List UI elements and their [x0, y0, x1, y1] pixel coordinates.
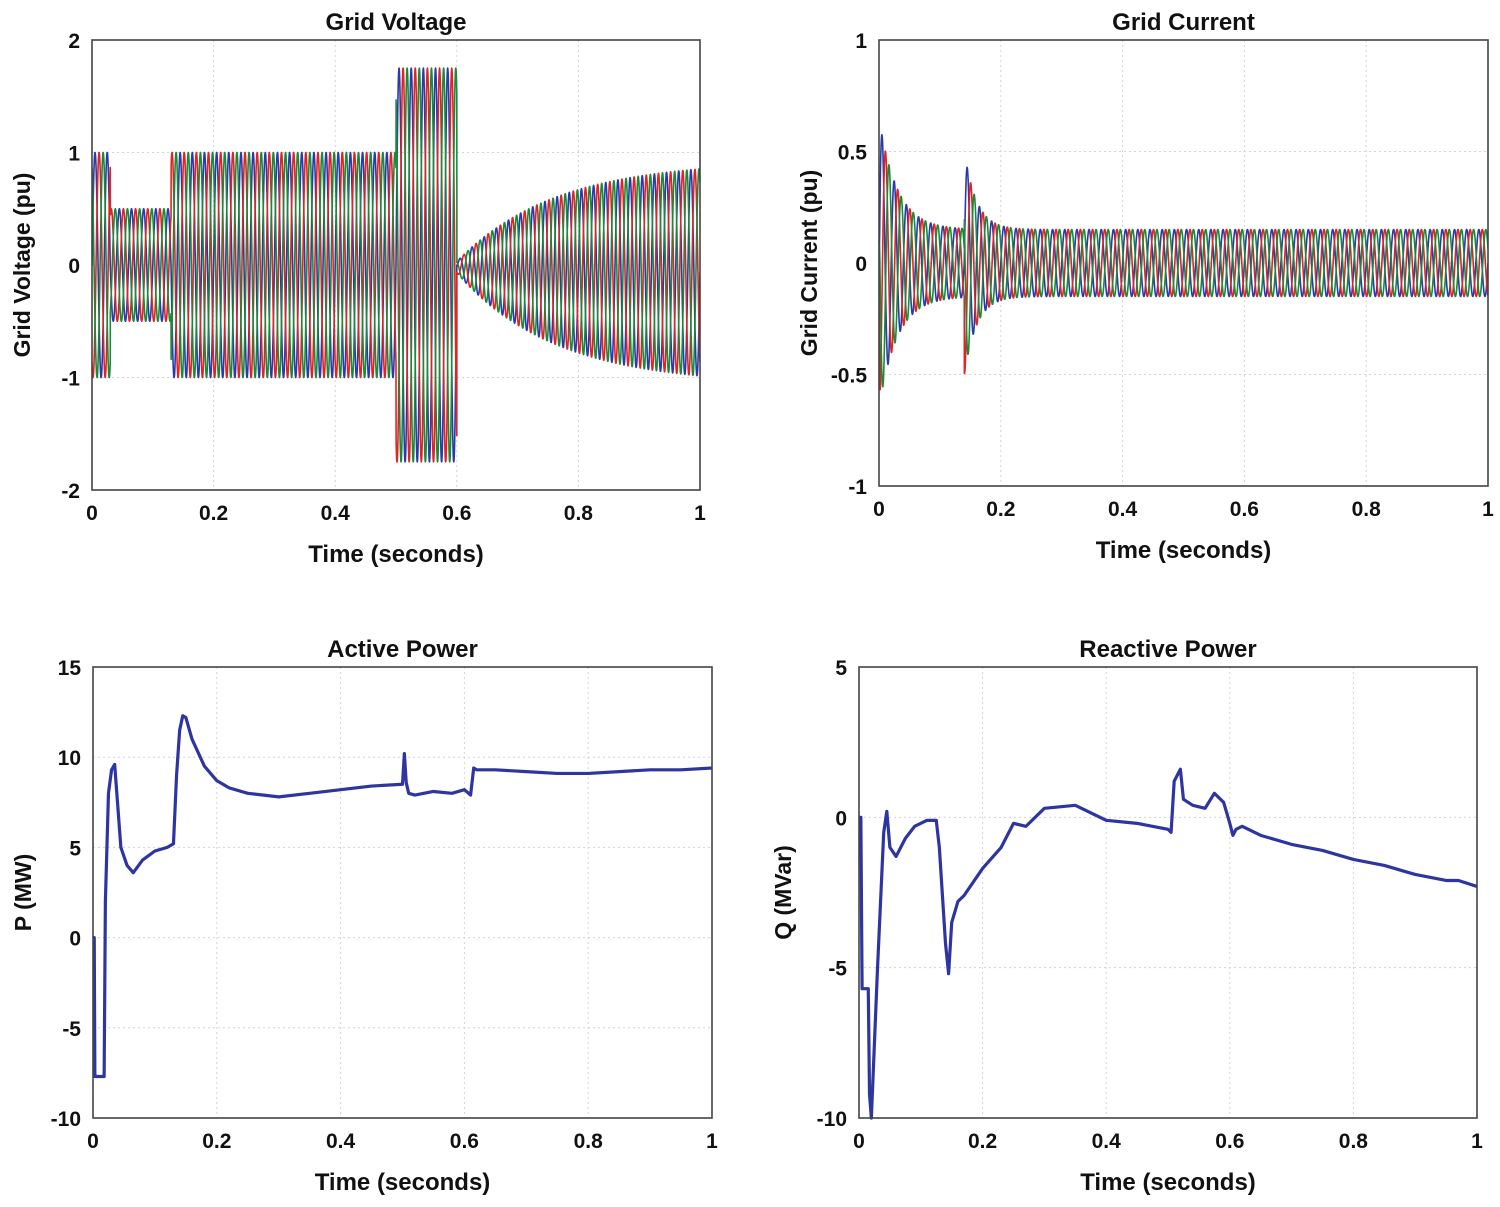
grid-voltage-xtick-label: 0.4: [321, 502, 351, 525]
active-power-title: Active Power: [327, 636, 478, 663]
grid-voltage-xtick-label: 1: [694, 502, 706, 525]
grid-voltage-axes-frame: [91, 39, 701, 491]
reactive-power-xtick-label: 0.6: [1215, 1130, 1244, 1153]
reactive-power-gridlines: [858, 666, 1478, 1119]
grid-voltage-xtick-label: 0.2: [199, 502, 228, 525]
active-power-xtick-label: 0.2: [202, 1130, 231, 1153]
grid-voltage-xticks: 0 0.2 0.4 0.6 0.8 1: [86, 502, 706, 525]
reactive-power-axes-frame: [858, 666, 1478, 1119]
active-power-axes-frame: [92, 666, 713, 1119]
active-power-xtick-label: 0: [87, 1130, 99, 1153]
active-power-ylabel: P (MW): [10, 854, 36, 932]
active-power-ytick-label: 5: [69, 837, 81, 860]
reactive-power-ytick-label: 5: [835, 657, 847, 680]
grid-current-ytick-label: 0: [855, 253, 867, 276]
grid-current-series-line: [879, 164, 1488, 388]
grid-voltage-xtick-label: 0: [86, 502, 98, 525]
active-power-ytick-label: -5: [62, 1018, 81, 1041]
grid-current-series-line: [879, 134, 1488, 366]
grid-current-yticks: -1 -0.5 0 0.5 1: [831, 30, 868, 499]
grid-current-xtick-label: 0.2: [986, 498, 1015, 521]
grid-current-ytick-label: -0.5: [831, 365, 868, 388]
active-power-yticks: -10 -5 0 5 10 15: [51, 657, 82, 1131]
active-power-xtick-label: 0.4: [326, 1130, 356, 1153]
grid-current-axes-frame: [878, 39, 1489, 487]
active-power-ytick-label: -10: [51, 1108, 81, 1131]
grid-current-ytick-label: -1: [848, 476, 867, 499]
grid-voltage-xlabel: Time (seconds): [308, 541, 484, 568]
reactive-power-xtick-label: 0.4: [1092, 1130, 1122, 1153]
grid-current-title: Grid Current: [1112, 9, 1255, 36]
grid-current-xtick-label: 0.4: [1108, 498, 1138, 521]
reactive-power-panel: 0 0.2 0.4 0.6 0.8 1 -10 -5 0 5 Reactive Power Ti…: [770, 636, 1483, 1196]
grid-current-xtick-label: 0.8: [1352, 498, 1382, 521]
active-power-xtick-label: 0.8: [574, 1130, 604, 1153]
active-power-xtick-label: 1: [706, 1130, 718, 1153]
grid-current-xtick-label: 0.6: [1230, 498, 1259, 521]
reactive-power-title: Reactive Power: [1079, 636, 1256, 663]
reactive-power-ylabel: Q (MVar): [770, 845, 796, 940]
grid-current-xticks: 0 0.2 0.4 0.6 0.8 1: [873, 498, 1494, 521]
active-power-xtick-label: 0.6: [450, 1130, 479, 1153]
active-power-ytick-label: 15: [58, 657, 82, 680]
active-power-series: [93, 714, 712, 1079]
grid-current-xtick-label: 1: [1482, 498, 1494, 521]
reactive-power-xtick-label: 0.2: [968, 1130, 997, 1153]
active-power-series-line: [93, 714, 712, 1079]
grid-voltage-yticks: -2 -1 0 1 2: [61, 30, 80, 503]
reactive-power-xlabel: Time (seconds): [1080, 1169, 1256, 1196]
grid-current-ylabel: Grid Current (pu): [796, 170, 822, 357]
grid-voltage-ytick-label: -1: [61, 368, 80, 391]
grid-voltage-series-line: [92, 67, 700, 463]
grid-voltage-xtick-label: 0.6: [442, 502, 471, 525]
grid-voltage-ytick-label: 1: [68, 143, 80, 166]
active-power-xlabel: Time (seconds): [315, 1169, 491, 1196]
grid-current-xtick-label: 0: [873, 498, 885, 521]
grid-voltage-xtick-label: 0.8: [564, 502, 594, 525]
grid-current-ytick-label: 0.5: [838, 142, 868, 165]
reactive-power-ytick-label: -5: [828, 958, 847, 981]
reactive-power-xtick-label: 0.8: [1339, 1130, 1369, 1153]
reactive-power-series: [859, 767, 1477, 1120]
grid-current-series: [879, 134, 1488, 391]
active-power-gridlines: [92, 666, 713, 1119]
reactive-power-xtick-label: 0: [853, 1130, 865, 1153]
grid-voltage-title: Grid Voltage: [326, 9, 467, 36]
active-power-ytick-label: 10: [58, 747, 81, 770]
reactive-power-xticks: 0 0.2 0.4 0.6 0.8 1: [853, 1130, 1483, 1153]
reactive-power-xtick-label: 1: [1471, 1130, 1483, 1153]
grid-voltage-ytick-label: 0: [68, 255, 80, 278]
active-power-xticks: 0 0.2 0.4 0.6 0.8 1: [87, 1130, 718, 1153]
reactive-power-ytick-label: -10: [817, 1108, 847, 1131]
reactive-power-ytick-label: 0: [835, 807, 847, 830]
grid-voltage-series-line: [92, 67, 700, 463]
grid-current-panel: 0 0.2 0.4 0.6 0.8 1 -1 -0.5 0 0.5 1 Grid Current …: [796, 9, 1494, 564]
grid-current-xlabel: Time (seconds): [1096, 537, 1272, 564]
grid-voltage-series: [92, 67, 700, 463]
grid-current-ytick-label: 1: [855, 30, 867, 53]
reactive-power-yticks: -10 -5 0 5: [817, 657, 848, 1131]
grid-voltage-panel: 0 0.2 0.4 0.6 0.8 1 -2 -1 0 1 2 Grid Voltage Time…: [9, 9, 706, 568]
reactive-power-series-line: [859, 767, 1477, 1120]
grid-voltage-ytick-label: -2: [61, 480, 80, 503]
grid-voltage-series-line: [92, 67, 700, 463]
grid-voltage-ylabel: Grid Voltage (pu): [9, 173, 35, 358]
active-power-ytick-label: 0: [69, 928, 81, 951]
grid-voltage-ytick-label: 2: [68, 30, 80, 53]
